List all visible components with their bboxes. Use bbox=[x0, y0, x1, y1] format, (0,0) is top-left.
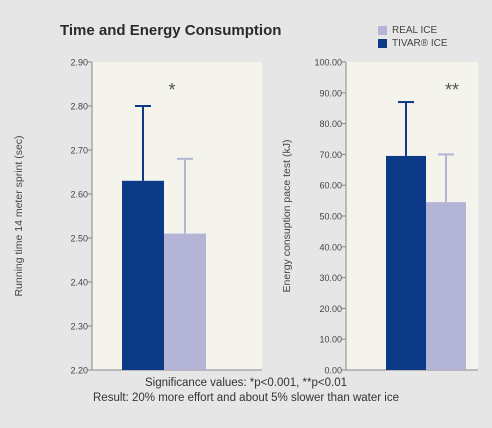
time-chart-tick-label: 2.30 bbox=[70, 322, 88, 332]
result-note: Result: 20% more effort and about 5% slo… bbox=[93, 392, 399, 404]
time-chart-tivar-ice-bar bbox=[122, 180, 164, 370]
energy-chart-tivar-ice-bar bbox=[386, 155, 426, 370]
time-chart-tick-label: 2.50 bbox=[70, 234, 88, 244]
energy-chart-tick-label: 40.00 bbox=[319, 242, 342, 252]
legend-item-real-ice: REAL ICE bbox=[378, 24, 448, 37]
time-chart-real-ice-bar bbox=[164, 233, 206, 370]
time-chart-tick-label: 2.70 bbox=[70, 146, 88, 156]
energy-chart-tick-label: 30.00 bbox=[319, 273, 342, 283]
energy-chart-y-axis-label: Energy consuption pace test (kJ) bbox=[281, 140, 293, 293]
legend: REAL ICE TIVAR® ICE bbox=[378, 24, 448, 50]
energy-chart-significance-mark: ** bbox=[445, 80, 459, 100]
legend-item-tivar-ice: TIVAR® ICE bbox=[378, 37, 448, 50]
energy-chart-tick-label: 10.00 bbox=[319, 335, 342, 345]
time-chart-significance-mark: * bbox=[168, 80, 175, 100]
energy-chart-tick-label: 80.00 bbox=[319, 119, 342, 129]
significance-note: Significance values: *p<0.001, **p<0.01 bbox=[144, 377, 348, 389]
time-chart-tick-label: 2.80 bbox=[70, 102, 88, 112]
time-chart-tick-label: 2.20 bbox=[70, 366, 88, 376]
chart-title: Time and Energy Consumption bbox=[60, 22, 282, 39]
energy-chart-tick-label: 90.00 bbox=[319, 88, 342, 98]
legend-label-real-ice: REAL ICE bbox=[392, 25, 438, 36]
energy-chart-tick-label: 100.00 bbox=[314, 58, 342, 68]
energy-chart-tick-label: 0.00 bbox=[324, 366, 342, 376]
energy-chart-tick-label: 50.00 bbox=[319, 212, 342, 222]
legend-label-tivar-ice: TIVAR® ICE bbox=[392, 38, 448, 49]
energy-chart-tick-label: 60.00 bbox=[319, 181, 342, 191]
time-chart-y-axis-label: Running time 14 meter sprint (sec) bbox=[13, 135, 25, 296]
time-chart-tick-label: 2.40 bbox=[70, 278, 88, 288]
time-chart-tick-label: 2.60 bbox=[70, 190, 88, 200]
energy-chart-tick-label: 70.00 bbox=[319, 150, 342, 160]
legend-swatch-tivar-ice bbox=[378, 39, 387, 48]
legend-swatch-real-ice bbox=[378, 26, 387, 35]
energy-chart-tick-label: 20.00 bbox=[319, 304, 342, 314]
energy-chart-real-ice-bar bbox=[426, 202, 466, 370]
time-chart-tick-label: 2.90 bbox=[70, 58, 88, 68]
